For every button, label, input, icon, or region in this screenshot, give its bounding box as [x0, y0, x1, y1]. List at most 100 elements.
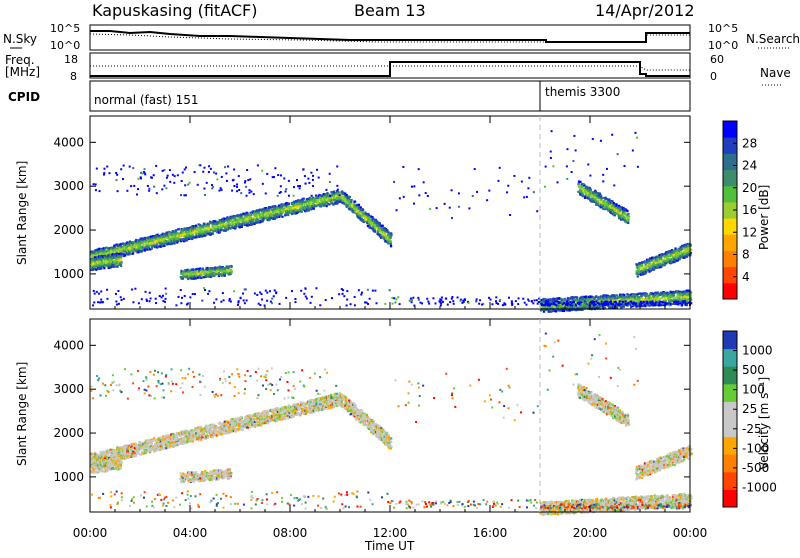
data-cell [163, 245, 165, 247]
data-cell [267, 214, 269, 216]
noise-sky-trace [90, 31, 690, 42]
data-cell [610, 211, 612, 213]
data-cell [556, 297, 558, 299]
data-cell [637, 275, 639, 277]
data-cell [144, 237, 146, 239]
data-cell [641, 295, 643, 297]
data-cell [202, 227, 204, 229]
data-cell [220, 229, 222, 231]
data-cell [669, 296, 671, 298]
data-cell [381, 225, 383, 227]
data-cell [145, 241, 147, 243]
data-cell [627, 222, 629, 224]
data-cell [328, 203, 330, 205]
data-cell [590, 298, 592, 300]
data-cell [353, 203, 355, 205]
data-cell [638, 265, 640, 267]
data-cell [573, 297, 575, 299]
data-cell [251, 223, 253, 225]
noise-left-tick-high: 10^5 [50, 22, 80, 35]
data-cell [341, 202, 343, 204]
data-cell [215, 225, 217, 227]
data-cell [639, 267, 641, 269]
data-cell [583, 190, 585, 192]
data-cell [303, 198, 305, 200]
data-cell [621, 218, 623, 220]
data-cell [199, 231, 201, 233]
data-cell [374, 231, 376, 233]
date-title: 14/Apr/2012 [595, 1, 695, 20]
data-cell [192, 269, 194, 271]
data-cell [354, 200, 356, 202]
beam-title: Beam 13 [354, 1, 426, 20]
data-cell [225, 230, 227, 232]
data-cell [175, 229, 177, 231]
data-cell [622, 306, 624, 308]
data-cell [683, 253, 685, 255]
data-cell [298, 203, 300, 205]
freq-left-tick-low: 8 [70, 70, 77, 83]
noise-left-tick-low: 10^0 [50, 39, 80, 52]
data-cell [674, 247, 676, 249]
data-cell [183, 228, 185, 230]
data-cell [294, 208, 296, 210]
data-cell [173, 242, 175, 244]
data-cell [584, 196, 586, 198]
data-cell [250, 212, 252, 214]
data-cell [120, 259, 122, 261]
data-cell [182, 278, 184, 280]
data-cell [552, 299, 554, 301]
data-cell [351, 199, 353, 201]
data-cell [309, 202, 311, 204]
data-cell [340, 195, 342, 197]
noise-right-tick-high: 10^5 [708, 22, 738, 35]
data-cell [367, 225, 369, 227]
data-cell [132, 252, 134, 254]
data-cell [678, 297, 680, 299]
data-cell [548, 310, 550, 312]
data-cell [623, 294, 625, 296]
data-cell [276, 216, 278, 218]
cpid-label: CPID [8, 90, 40, 104]
data-cell [649, 268, 651, 270]
data-cell [156, 244, 158, 246]
data-cell [202, 268, 204, 270]
data-cell [203, 223, 205, 225]
data-cell [579, 186, 581, 188]
data-cell [120, 253, 122, 255]
data-cell [297, 209, 299, 211]
noise-right-tick-low: 10^0 [708, 39, 738, 52]
data-cell [198, 270, 200, 272]
data-cell [613, 202, 615, 204]
noise-left-label: N.Sky [3, 32, 37, 46]
freq-left-label-2: [MHz] [5, 65, 40, 79]
data-cell [250, 214, 252, 216]
freq-left-tick-high: 18 [64, 53, 78, 66]
data-cell [288, 203, 290, 205]
data-cell [389, 237, 391, 239]
station-title: Kapuskasing (fitACF) [92, 1, 257, 20]
data-cell [627, 213, 629, 215]
data-cell [362, 209, 364, 211]
data-cell [371, 222, 373, 224]
data-cell [641, 264, 643, 266]
data-cell [168, 231, 170, 233]
data-cell [223, 220, 225, 222]
data-cell [334, 193, 336, 195]
power-panel-bg [90, 116, 690, 309]
data-cell [201, 235, 203, 237]
data-cell [113, 245, 115, 247]
data-cell [120, 264, 122, 266]
data-cell [681, 248, 683, 250]
noise-right-label: N.Search [746, 32, 800, 46]
data-cell [674, 297, 676, 299]
data-cell [390, 240, 392, 242]
data-cell [593, 298, 595, 300]
data-cell [135, 239, 137, 241]
data-cell [274, 205, 276, 207]
data-cell [143, 244, 145, 246]
data-cell [300, 208, 302, 210]
data-cell [113, 249, 115, 251]
data-cell [626, 210, 628, 212]
data-cell [603, 201, 605, 203]
